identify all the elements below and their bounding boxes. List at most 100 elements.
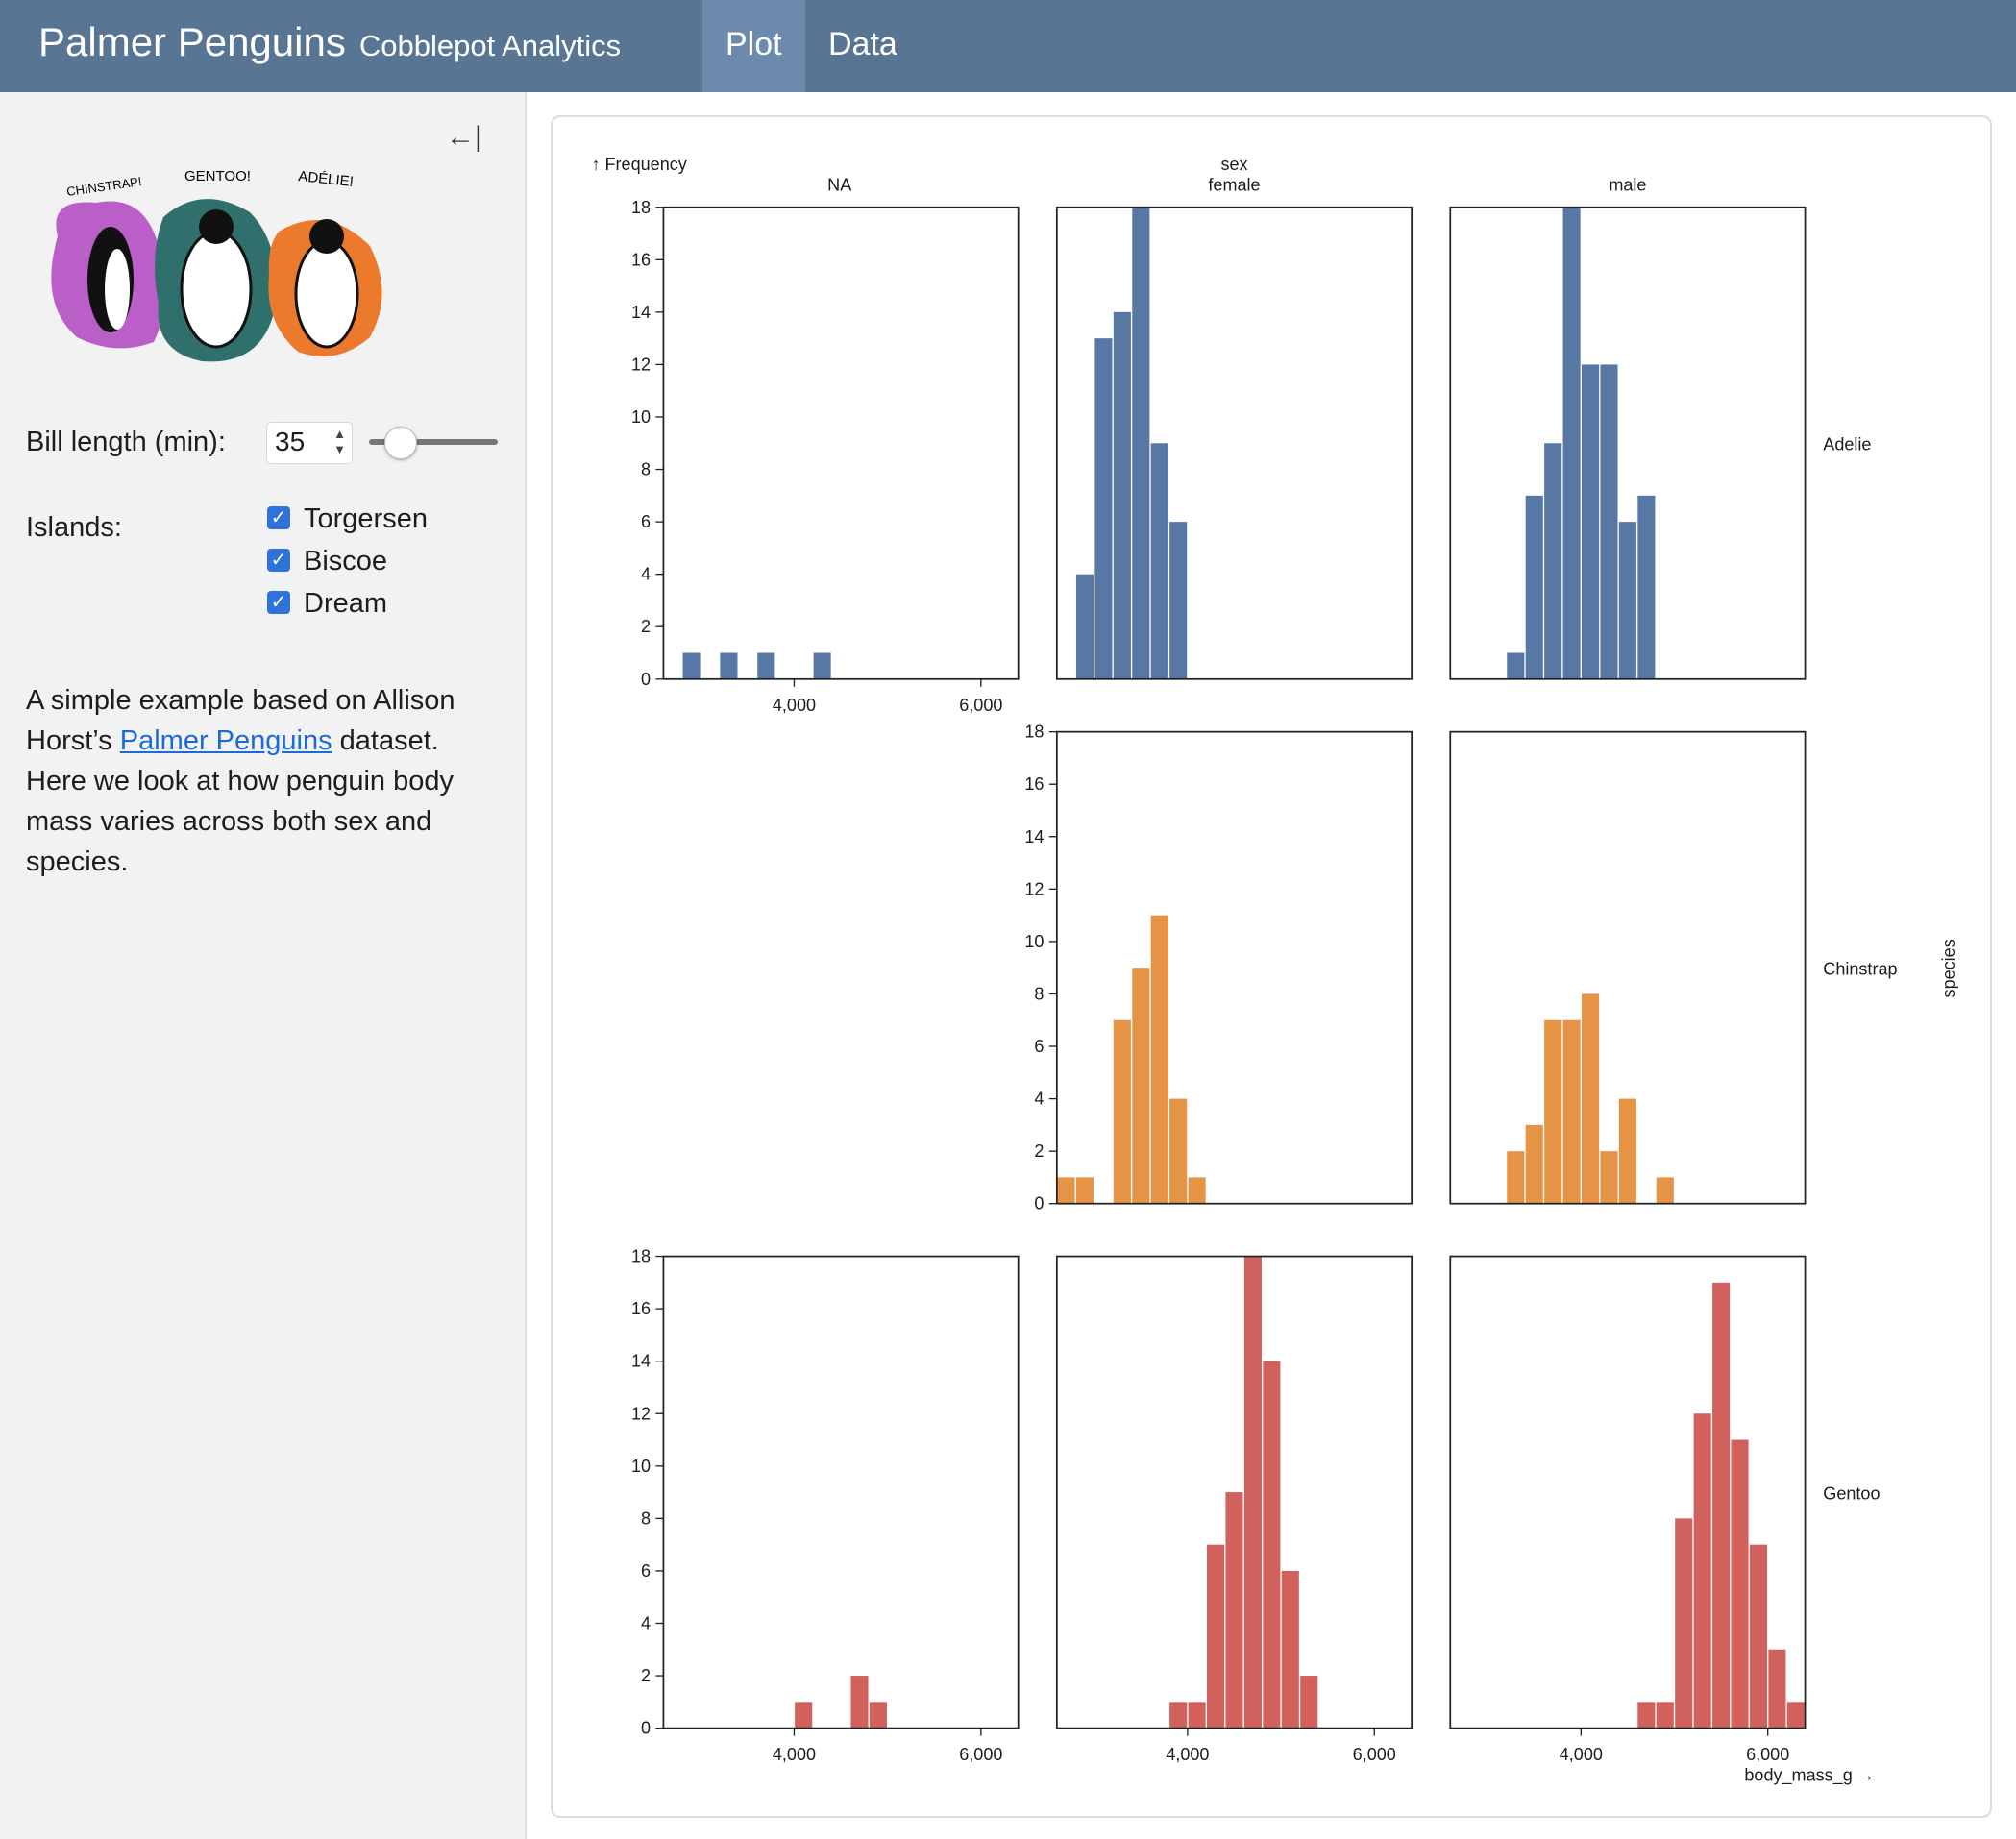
panel-frame bbox=[1449, 206, 1807, 680]
checkbox-biscoe-label[interactable]: Biscoe bbox=[304, 546, 388, 576]
histogram-bar-gentoo-male bbox=[1749, 1544, 1768, 1729]
histogram-bar-adelie-na bbox=[720, 652, 738, 679]
y-tick-label: 8 bbox=[1034, 984, 1044, 1003]
panel-frame bbox=[662, 206, 1020, 680]
histogram-bar-adelie-male bbox=[1562, 207, 1581, 679]
histogram-bar-adelie-na bbox=[813, 652, 831, 679]
histogram-bar-adelie-male bbox=[1600, 364, 1618, 679]
histogram-bar-adelie-male bbox=[1507, 652, 1525, 679]
facet-y-label: species bbox=[1939, 939, 1958, 997]
y-tick-label: 4 bbox=[641, 1614, 651, 1633]
islands-label: Islands: bbox=[26, 512, 122, 543]
histogram-bar-gentoo-male bbox=[1712, 1282, 1731, 1729]
histogram-bar-gentoo-female bbox=[1169, 1702, 1188, 1729]
histogram-bar-adelie-male bbox=[1581, 364, 1600, 679]
y-tick-label: 18 bbox=[631, 198, 651, 217]
histogram-bar-gentoo-female bbox=[1225, 1492, 1243, 1729]
histogram-bar-chinstrap-female bbox=[1057, 1177, 1075, 1204]
histogram-bar-adelie-na bbox=[682, 652, 701, 679]
y-tick-label: 4 bbox=[641, 565, 651, 584]
y-tick-label: 0 bbox=[641, 1719, 651, 1738]
histogram-bar-chinstrap-female bbox=[1075, 1177, 1094, 1204]
panel-frame bbox=[1055, 206, 1414, 680]
y-tick-label: 6 bbox=[641, 512, 651, 531]
histogram-bar-gentoo-female bbox=[1243, 1256, 1262, 1729]
histogram-bar-chinstrap-male bbox=[1544, 1019, 1562, 1204]
histogram-bar-chinstrap-female bbox=[1113, 1019, 1131, 1204]
histogram-bar-adelie-female bbox=[1075, 574, 1094, 679]
y-tick-label: 6 bbox=[1034, 1037, 1044, 1056]
histogram-bar-adelie-female bbox=[1113, 311, 1131, 679]
spinner-icon[interactable]: ▲ ▼ bbox=[333, 427, 346, 456]
panel-frame bbox=[1055, 730, 1414, 1205]
histogram-bar-adelie-female bbox=[1150, 443, 1168, 679]
checkbox-dream-label[interactable]: Dream bbox=[304, 588, 388, 619]
checkbox-dream[interactable]: ✓ bbox=[267, 591, 290, 614]
x-tick-label: 6,000 bbox=[959, 1745, 1002, 1764]
x-tick-label: 6,000 bbox=[1746, 1745, 1789, 1764]
y-tick-label: 18 bbox=[1024, 723, 1044, 742]
bill-length-label: Bill length (min): bbox=[26, 427, 226, 457]
x-tick-label: 6,000 bbox=[1353, 1745, 1396, 1764]
histogram-bar-chinstrap-male bbox=[1581, 993, 1600, 1204]
histogram-bar-gentoo-female bbox=[1188, 1702, 1206, 1729]
tab-plot[interactable]: Plot bbox=[702, 0, 805, 92]
y-tick-label: 16 bbox=[631, 1299, 651, 1318]
y-tick-label: 0 bbox=[1034, 1194, 1044, 1214]
histogram-bar-chinstrap-male bbox=[1525, 1124, 1543, 1204]
y-tick-label: 14 bbox=[631, 303, 651, 322]
panel-frame bbox=[662, 1255, 1020, 1729]
y-tick-label: 18 bbox=[631, 1247, 651, 1266]
navbar: Palmer Penguins Cobblepot Analytics Plot … bbox=[0, 0, 2016, 92]
histogram-bar-gentoo-male bbox=[1693, 1413, 1711, 1729]
description: A simple example based on Allison Horst’… bbox=[26, 680, 478, 882]
histogram-bar-gentoo-male bbox=[1768, 1649, 1786, 1729]
bill-length-slider-thumb[interactable] bbox=[384, 427, 417, 459]
row-label-adelie: Adelie bbox=[1823, 435, 1871, 454]
histogram-bar-adelie-male bbox=[1525, 495, 1543, 679]
bill-length-input[interactable]: 35 ▲ ▼ bbox=[266, 422, 353, 464]
histogram-bar-chinstrap-male bbox=[1618, 1098, 1636, 1204]
y-tick-label: 0 bbox=[641, 670, 651, 689]
y-tick-label: 16 bbox=[631, 250, 651, 269]
description-text: A simple example based on Allison Horst’… bbox=[26, 685, 455, 756]
y-tick-label: 4 bbox=[1034, 1090, 1044, 1109]
histogram-bar-chinstrap-female bbox=[1150, 915, 1168, 1204]
y-tick-label: 10 bbox=[631, 1457, 651, 1476]
app-brand: Palmer Penguins Cobblepot Analytics bbox=[38, 19, 621, 65]
y-tick-label: 12 bbox=[631, 355, 651, 374]
histogram-bar-gentoo-male bbox=[1637, 1702, 1656, 1729]
histogram-bar-chinstrap-female bbox=[1188, 1177, 1206, 1204]
histogram-bar-gentoo-male bbox=[1786, 1702, 1805, 1729]
panel-frame bbox=[1055, 1255, 1414, 1729]
label-adelie: ADÉLIE! bbox=[298, 168, 355, 190]
bill-length-slider-track[interactable] bbox=[369, 439, 498, 445]
histogram-bar-chinstrap-female bbox=[1169, 1098, 1188, 1204]
y-tick-label: 12 bbox=[1024, 879, 1044, 898]
y-tick-label: 14 bbox=[1024, 827, 1044, 846]
histogram-bar-chinstrap-male bbox=[1507, 1151, 1525, 1204]
histogram-bar-chinstrap-male bbox=[1600, 1151, 1618, 1204]
histogram-bar-gentoo-male bbox=[1731, 1439, 1749, 1729]
y-tick-label: 14 bbox=[631, 1352, 651, 1371]
y-tick-label: 16 bbox=[1024, 774, 1044, 794]
description-text-end: dataset. Here we look at how penguin bod… bbox=[26, 725, 454, 877]
x-tick-label: 4,000 bbox=[1560, 1745, 1603, 1764]
histogram-bar-adelie-na bbox=[757, 652, 775, 679]
y-tick-label: 10 bbox=[631, 407, 651, 427]
histogram-bar-gentoo-na bbox=[869, 1702, 887, 1729]
panel-frame bbox=[1449, 1255, 1807, 1729]
palmer-penguins-link[interactable]: Palmer Penguins bbox=[119, 725, 332, 756]
y-tick-label: 6 bbox=[641, 1561, 651, 1581]
sidebar: ←| CHINSTRAP! GENTOO! ADÉLIE! Bill lengt… bbox=[0, 92, 527, 1839]
histogram-bar-gentoo-female bbox=[1281, 1570, 1299, 1729]
histogram-bar-chinstrap-female bbox=[1132, 968, 1150, 1204]
bill-length-value: 35 bbox=[275, 427, 306, 456]
checkbox-torgersen[interactable]: ✓ bbox=[267, 506, 290, 529]
tab-data[interactable]: Data bbox=[828, 26, 897, 62]
checkbox-torgersen-label[interactable]: Torgersen bbox=[304, 503, 428, 534]
collapse-left-icon[interactable]: ←| bbox=[446, 121, 482, 153]
histogram-bar-chinstrap-male bbox=[1562, 1019, 1581, 1204]
checkbox-biscoe[interactable]: ✓ bbox=[267, 549, 290, 572]
